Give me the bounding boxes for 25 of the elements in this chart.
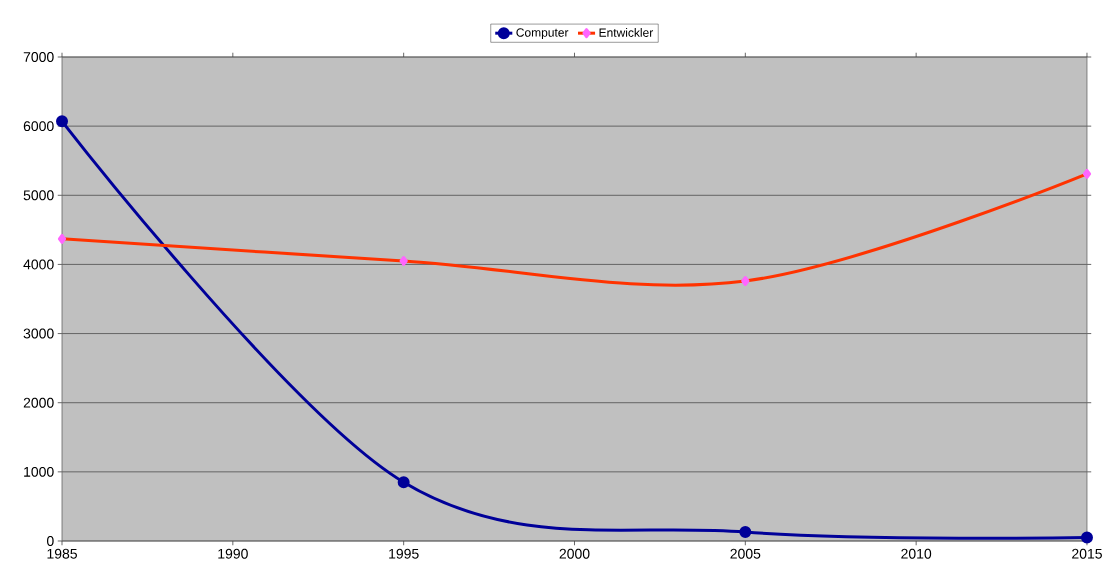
y-tick-label: 3000 — [23, 328, 54, 339]
x-tick-label: 1995 — [389, 548, 419, 559]
point — [56, 115, 69, 128]
y-tick-label: 7000 — [23, 52, 54, 62]
y-tick-label: 0 — [46, 536, 54, 546]
point — [1082, 168, 1092, 179]
point — [57, 233, 67, 244]
x-tick-label: 2000 — [559, 548, 590, 559]
x-tick-label: 1990 — [218, 548, 248, 559]
x-tick-label: 2005 — [730, 548, 761, 559]
y-tick-label: 4000 — [23, 259, 54, 270]
y-tick-label: 5000 — [23, 190, 54, 201]
x-tick-label: 1985 — [47, 548, 77, 559]
y-tick-label: 2000 — [23, 397, 54, 408]
legend-label: Computer — [516, 28, 569, 40]
x-tick-label: 2010 — [901, 548, 932, 559]
point — [399, 255, 408, 266]
y-tick-label: 6000 — [23, 121, 54, 132]
point — [397, 476, 410, 489]
y-tick-label: 1000 — [24, 466, 54, 477]
legend-label: Entwickler — [599, 28, 654, 37]
point — [739, 526, 752, 538]
x-tick-label: 2015 — [1072, 548, 1102, 559]
point — [1080, 531, 1093, 544]
point — [741, 276, 750, 287]
